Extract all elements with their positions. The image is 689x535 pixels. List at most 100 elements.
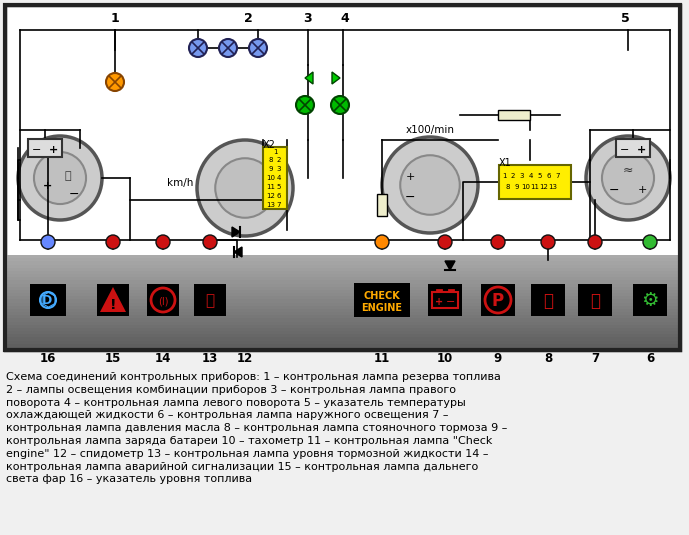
Bar	[499, 165, 571, 199]
Bar	[5, 331, 680, 335]
Text: −: −	[404, 190, 415, 203]
Bar	[5, 284, 680, 288]
Bar	[578, 284, 612, 316]
Polygon shape	[234, 247, 242, 257]
Circle shape	[41, 235, 55, 249]
Circle shape	[106, 235, 120, 249]
Bar	[5, 343, 680, 348]
Text: km/h: km/h	[167, 178, 193, 188]
Polygon shape	[445, 261, 455, 270]
Circle shape	[106, 73, 124, 91]
Text: 6: 6	[646, 351, 654, 364]
Text: 7: 7	[277, 202, 281, 208]
Circle shape	[156, 235, 170, 249]
Circle shape	[375, 235, 389, 249]
Text: ⛽: ⛽	[65, 171, 72, 181]
Text: 8: 8	[544, 351, 552, 364]
Circle shape	[602, 152, 654, 204]
Text: +: +	[637, 145, 646, 155]
Text: 4: 4	[340, 11, 349, 25]
Bar	[5, 293, 680, 297]
Text: 🔑: 🔑	[205, 294, 214, 309]
Polygon shape	[232, 227, 240, 237]
Bar	[428, 284, 462, 316]
Text: CHECK: CHECK	[364, 291, 400, 301]
Bar	[5, 334, 680, 338]
Text: 13: 13	[202, 351, 218, 364]
Text: 11: 11	[374, 351, 390, 364]
Text: 7: 7	[556, 173, 560, 179]
Text: 10: 10	[437, 351, 453, 364]
Text: +: +	[43, 181, 52, 191]
Text: 3: 3	[277, 166, 281, 172]
Circle shape	[249, 39, 267, 57]
Polygon shape	[100, 287, 126, 312]
Bar	[5, 315, 680, 319]
Text: 9: 9	[269, 166, 274, 172]
Text: 16: 16	[40, 351, 56, 364]
Circle shape	[541, 235, 555, 249]
Text: +: +	[49, 145, 58, 155]
Circle shape	[438, 235, 452, 249]
Circle shape	[400, 155, 460, 215]
Text: !: !	[110, 298, 116, 312]
Bar	[5, 318, 680, 323]
Circle shape	[197, 140, 293, 236]
Text: 2: 2	[511, 173, 515, 179]
Text: (I): (I)	[158, 296, 168, 306]
Bar	[5, 302, 680, 307]
Circle shape	[219, 39, 237, 57]
Bar	[5, 290, 680, 294]
Bar	[5, 255, 680, 259]
Circle shape	[203, 235, 217, 249]
Text: ≈: ≈	[623, 164, 633, 177]
Bar	[30, 284, 66, 316]
Text: 1: 1	[111, 11, 119, 25]
Bar	[5, 255, 680, 350]
Text: 6: 6	[277, 193, 281, 199]
Bar	[5, 5, 680, 350]
Bar	[5, 328, 680, 332]
Bar	[5, 309, 680, 313]
Text: Схема соединений контрольных приборов: 1 – контрольная лампа резерва топлива
2 –: Схема соединений контрольных приборов: 1…	[6, 372, 507, 484]
Circle shape	[40, 292, 56, 308]
Text: ⚙: ⚙	[641, 292, 659, 310]
Text: 4: 4	[529, 173, 533, 179]
Bar	[5, 5, 680, 350]
Bar	[633, 284, 667, 316]
Text: 5: 5	[277, 184, 281, 190]
Circle shape	[586, 136, 670, 220]
Bar	[377, 194, 387, 216]
Text: ENGINE: ENGINE	[362, 303, 402, 313]
Bar	[97, 284, 129, 316]
Text: 10: 10	[522, 184, 531, 190]
Text: X1: X1	[499, 158, 512, 168]
Bar	[5, 305, 680, 310]
Bar	[194, 284, 226, 316]
Text: 9: 9	[494, 351, 502, 364]
Text: 5: 5	[538, 173, 542, 179]
Text: 15: 15	[105, 351, 121, 364]
Text: +: +	[405, 172, 415, 182]
Text: 2: 2	[277, 157, 281, 163]
Text: 🛢: 🛢	[590, 292, 600, 310]
Text: 5: 5	[621, 11, 629, 25]
Bar	[263, 147, 287, 209]
Text: 13: 13	[548, 184, 557, 190]
Bar	[5, 274, 680, 278]
Circle shape	[34, 152, 86, 204]
Text: −: −	[620, 145, 629, 155]
Text: 13: 13	[267, 202, 276, 208]
Text: 9: 9	[515, 184, 520, 190]
Text: +: +	[435, 297, 443, 307]
Bar	[28, 139, 62, 157]
Circle shape	[18, 136, 102, 220]
Text: 11: 11	[531, 184, 539, 190]
Text: 7: 7	[591, 351, 599, 364]
Text: 2: 2	[244, 11, 252, 25]
Circle shape	[491, 235, 505, 249]
Bar	[5, 347, 680, 351]
Circle shape	[189, 39, 207, 57]
Bar	[616, 139, 650, 157]
Bar	[5, 296, 680, 300]
